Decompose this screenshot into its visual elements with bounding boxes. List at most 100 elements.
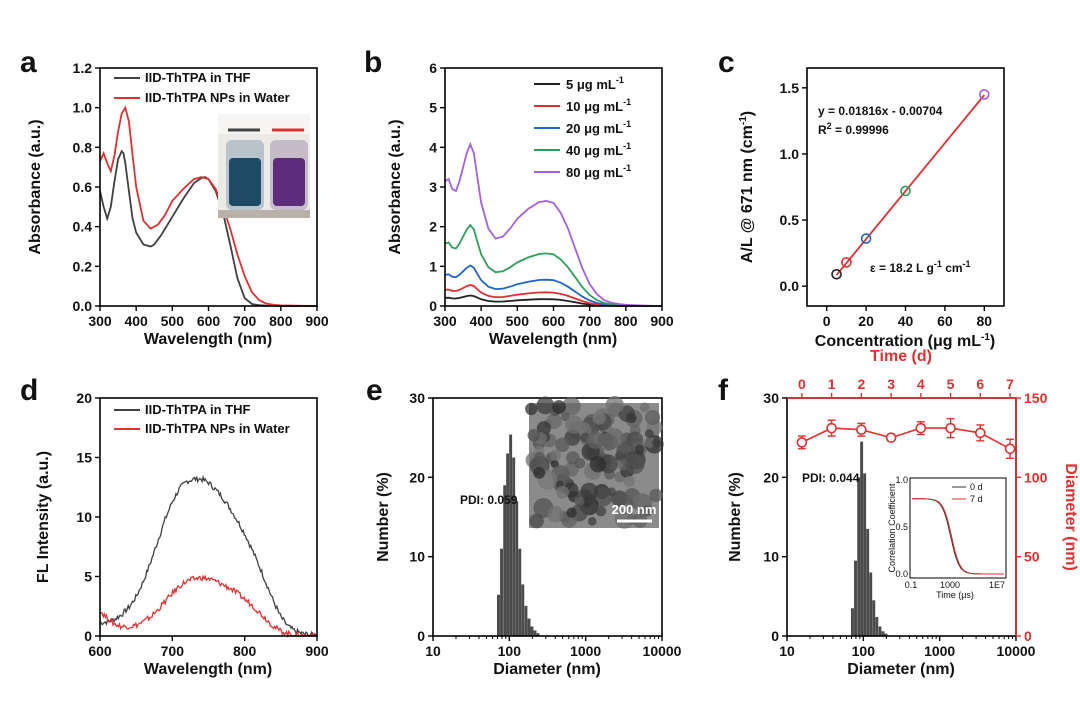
panel-c-ylabel-sup: -1 — [738, 116, 749, 125]
panel-f-time-point-6 — [975, 427, 986, 439]
tem-particle — [626, 413, 637, 424]
panel-f-xtick-label: 10 — [779, 643, 795, 659]
r2-symbol: R — [818, 123, 827, 137]
panel-f-bar-6 — [869, 572, 873, 636]
legend-label-water-d: IID-ThTPA NPs in Water — [145, 421, 290, 436]
panel-b-ytick-label: 1 — [429, 258, 437, 274]
tem-particle — [652, 438, 662, 448]
panel-a-ytick-label: 0.8 — [73, 139, 93, 155]
panel-e-ytick-label: 0 — [417, 628, 425, 644]
panel-f-time-point-2 — [856, 424, 867, 436]
panel-b-xtick-label: 700 — [578, 313, 602, 329]
inset-xtick-1e7: 1E7 — [989, 580, 1005, 590]
panel-b-xlabel: Wavelength (nm) — [489, 331, 617, 348]
panel-c-xtick-label: 80 — [977, 313, 993, 329]
tem-image-inset: 200 nm — [525, 396, 664, 529]
panel-e-bar-3 — [506, 453, 510, 636]
panel-b-ylabel: Absorbance (a.u.) — [387, 119, 404, 254]
panel-f-ytick-label: 10 — [763, 549, 779, 565]
panel-f-right-tick-label: 150 — [1024, 390, 1048, 406]
inset-ytick-0: 0.0 — [895, 569, 908, 579]
tem-particle — [595, 505, 607, 517]
vial-right-purple-solution — [273, 158, 305, 206]
panel-e-xtick-label: 10000 — [643, 643, 682, 659]
panel-b-legend-label-4: 80 μg mL-1 — [566, 163, 631, 180]
legend-text: 80 μg mL — [566, 165, 623, 180]
panel-f-bar-11 — [884, 633, 888, 636]
panel-b-axes: 300 400 500 600 700 800 900 0 1 2 3 4 5 6 — [429, 60, 674, 329]
epsilon-mid: cm — [942, 261, 963, 275]
tem-particle — [624, 454, 645, 474]
panel-d-ytick-label: 15 — [76, 450, 92, 466]
panel-f-time-point-4 — [915, 422, 927, 434]
panel-c-xlabel: Concentration (μg mL-1) — [815, 332, 995, 350]
panel-f-bar-5 — [866, 528, 870, 636]
panel-e-bar-11 — [530, 626, 534, 636]
panel-c-axes: 0 20 40 60 80 0.0 0.5 1.0 1.5 — [780, 80, 993, 329]
panel-b-xtick-label: 600 — [542, 313, 566, 329]
panel-f-right-tick-label: 100 — [1024, 469, 1048, 485]
panel-e-bar-8 — [521, 584, 525, 636]
tem-particle — [645, 409, 661, 426]
legend-label-thf-d: IID-ThTPA in THF — [145, 402, 250, 417]
panel-b-series-4 — [444, 141, 663, 307]
panel-e-bar-5 — [512, 457, 516, 636]
panel-f-time-point-3 — [885, 432, 897, 443]
vial-left-blue-solution — [229, 158, 261, 206]
panel-e-xtick-label: 1000 — [570, 643, 601, 659]
panel-e-label: e — [366, 374, 383, 407]
tem-particles — [525, 396, 664, 529]
inset-legend-0d: 0 d — [970, 482, 983, 492]
panel-a-ytick-label: 1.2 — [73, 60, 93, 76]
panel-a-ytick-label: 1.0 — [73, 100, 93, 116]
panel-b-xtick-label: 300 — [433, 313, 457, 329]
panel-f-bar-1 — [854, 560, 857, 636]
panel-c: c y = 0.01816x - 0.00704 R2 = 0.99996 ε … — [718, 46, 1005, 350]
panel-b-ytick-label: 2 — [429, 219, 437, 235]
legend-label-thf: IID-ThTPA in THF — [145, 70, 250, 85]
panel-c-xtick-label: 0 — [823, 313, 831, 329]
panel-e-bar-2 — [503, 485, 507, 636]
tem-particle — [574, 457, 586, 469]
tem-particle — [634, 444, 645, 455]
inset-ytick-05: 0.5 — [895, 522, 908, 532]
panel-c-point-3 — [900, 185, 911, 197]
panel-f-top-tick-label: 6 — [976, 376, 984, 392]
panel-f-time-point-1 — [826, 422, 837, 434]
inset-xtick-01: 0.1 — [905, 580, 918, 590]
panel-e-bar-4 — [509, 434, 513, 636]
panel-c-fit-line — [835, 94, 985, 276]
panel-c-point-4 — [978, 89, 990, 100]
tem-particle — [525, 402, 538, 416]
panel-f: f PDI: 0.044 0 d 7 d 1.0 0.5 0.0 0.1 100… — [718, 348, 1079, 678]
legend-superscript: -1 — [616, 75, 624, 85]
panel-b-xtick-label: 900 — [650, 313, 674, 329]
tem-particle — [649, 488, 663, 503]
panel-e-bar-10 — [527, 618, 531, 636]
panel-e-ytick-label: 10 — [409, 549, 425, 565]
tem-particle — [562, 396, 581, 416]
panel-c-ytick-label: 0.5 — [780, 212, 800, 228]
legend-superscript: -1 — [623, 141, 631, 151]
panel-a-xtick-label: 900 — [305, 313, 329, 329]
panel-a-xtick-label: 700 — [233, 313, 257, 329]
panel-f-top-tick-label: 4 — [917, 376, 925, 392]
tem-particle — [611, 490, 628, 507]
correlation-inset: 0 d 7 d 1.0 0.5 0.0 0.1 1000 1E7 Time (μ… — [887, 475, 1007, 600]
panel-d-xlabel: Wavelength (nm) — [144, 661, 272, 678]
legend-text: 40 μg mL — [566, 143, 623, 158]
panel-b-label: b — [364, 46, 382, 79]
panel-e-xtick-label: 100 — [498, 643, 522, 659]
panel-a-xtick-label: 400 — [124, 313, 148, 329]
tem-particle — [580, 482, 598, 501]
panel-e-bar-7 — [518, 548, 522, 636]
fit-equation: y = 0.01816x - 0.00704 — [818, 104, 943, 118]
panel-a-xtick-label: 500 — [161, 313, 185, 329]
inset-legend-7d: 7 d — [970, 494, 983, 504]
panel-f-bar-10 — [881, 631, 885, 636]
panel-e-bar-12 — [533, 630, 537, 636]
panel-c-ytick-label: 1.0 — [780, 146, 800, 162]
fit-r-squared: R2 = 0.99996 — [818, 121, 889, 137]
panel-e-ytick-label: 30 — [409, 390, 425, 406]
